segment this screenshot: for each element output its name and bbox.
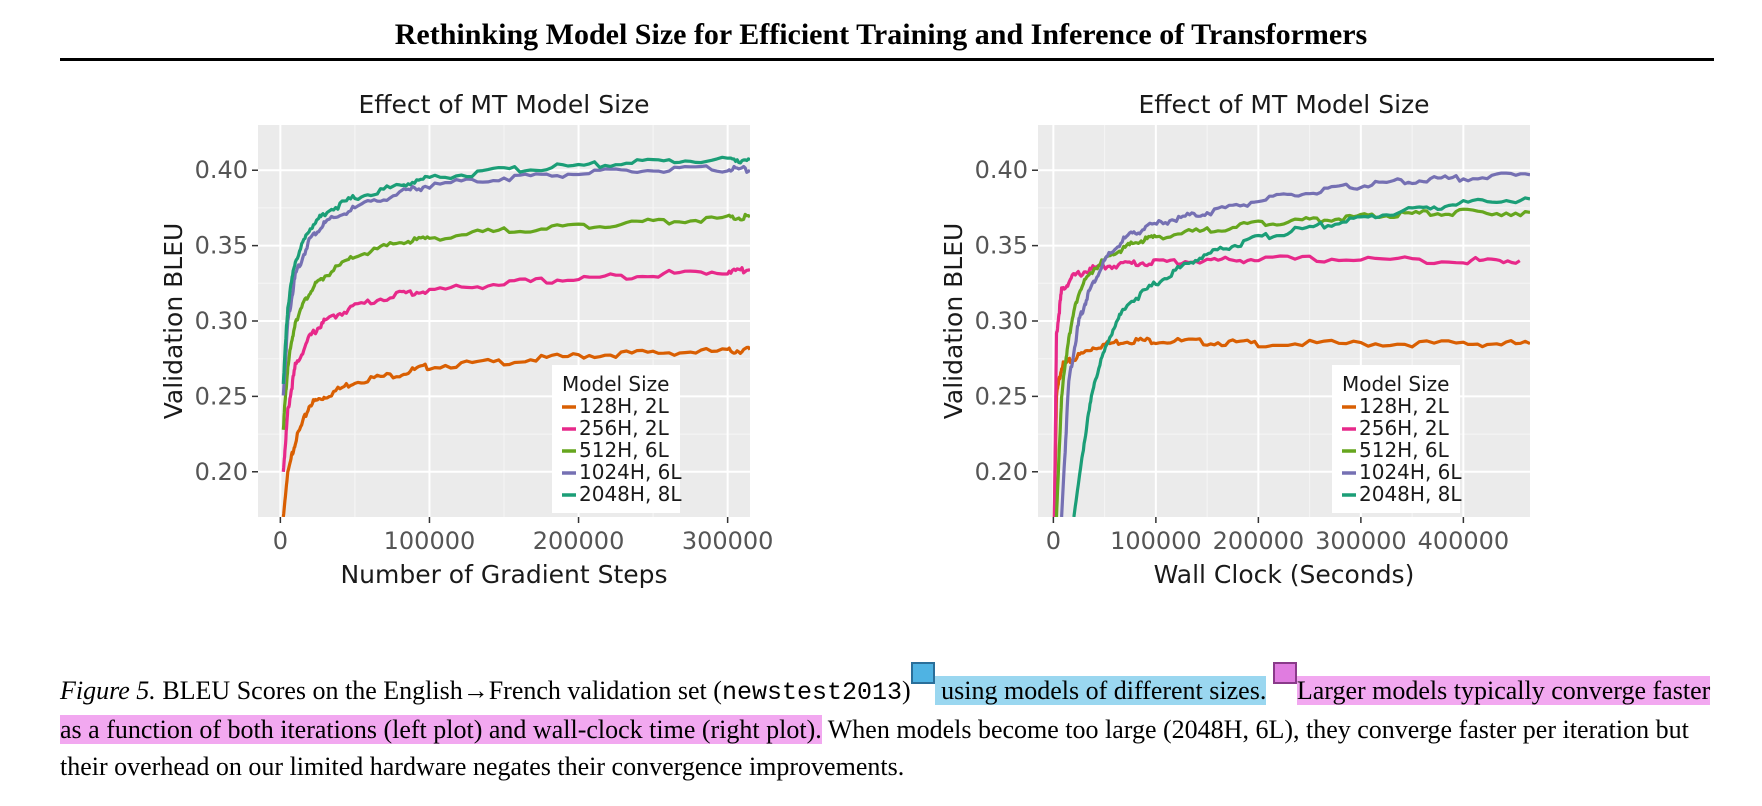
- y-tick-label: 0.40: [975, 156, 1028, 184]
- figure-caption: Figure 5. BLEU Scores on the English→Fre…: [60, 662, 1720, 785]
- series-line-1024h-6l: [281, 164, 750, 396]
- series-line-1024h-6l: [1060, 171, 1530, 517]
- y-tick-label: 0.20: [195, 458, 248, 486]
- series-line-256h-2l: [1052, 254, 1521, 517]
- legend-label: 256H, 2L: [579, 416, 670, 440]
- series-line-128h-2l: [1052, 336, 1530, 517]
- series-line-256h-2l: [281, 266, 750, 472]
- annotation-marker-blue-icon[interactable]: [910, 662, 935, 684]
- x-tick-label: 300000: [1315, 527, 1407, 555]
- x-tick-label: 200000: [533, 527, 625, 555]
- legend-label: 2048H, 8L: [1359, 482, 1462, 506]
- series-line-512h-6l: [1054, 207, 1530, 517]
- x-tick-label: 100000: [384, 527, 476, 555]
- caption-text-1: BLEU Scores on the English→French valida…: [155, 676, 722, 705]
- series-line-128h-2l: [281, 345, 750, 517]
- caption-highlight-blue[interactable]: using models of different sizes.: [934, 676, 1267, 705]
- legend-box: [552, 365, 680, 513]
- legend-label: 128H, 2L: [579, 394, 670, 418]
- caption-text-2: ): [901, 676, 911, 705]
- chart-right: Effect of MT Model Size 0 100000 200000 3000…: [939, 90, 1530, 589]
- annotation-marker-pink-icon[interactable]: [1272, 662, 1297, 684]
- y-tick-label: 0.35: [975, 232, 1028, 260]
- series-line-2048h-8l: [1072, 196, 1530, 517]
- series-line-2048h-8l: [281, 155, 750, 384]
- x-tick-label: 300000: [682, 527, 774, 555]
- x-tick-label: 200000: [1213, 527, 1305, 555]
- chart-left: Effect of MT Model Size 0 100000 200000 3000…: [159, 90, 773, 589]
- x-tick-label: 0: [273, 527, 288, 555]
- x-axis-label: Wall Clock (Seconds): [1154, 560, 1415, 589]
- legend-box: [1332, 365, 1460, 513]
- y-tick-label: 0.40: [195, 156, 248, 184]
- legend-label: 2048H, 8L: [579, 482, 682, 506]
- y-tick-label: 0.30: [975, 307, 1028, 335]
- legend-label: 512H, 6L: [579, 438, 670, 462]
- series-line-512h-6l: [281, 212, 750, 430]
- x-tick-label: 0: [1046, 527, 1061, 555]
- y-tick-label: 0.35: [195, 232, 248, 260]
- legend-label: 1024H, 6L: [579, 460, 682, 484]
- x-tick-label: 100000: [1110, 527, 1202, 555]
- legend-title: Model Size: [562, 372, 669, 396]
- y-tick-label: 0.30: [195, 307, 248, 335]
- caption-figure-label: Figure 5.: [60, 676, 156, 705]
- y-tick-label: 0.25: [195, 382, 248, 410]
- legend-title: Model Size: [1342, 372, 1449, 396]
- legend-label: 128H, 2L: [1359, 394, 1450, 418]
- header-rule: [60, 58, 1714, 61]
- y-tick-label: 0.20: [975, 458, 1028, 486]
- chart-title: Effect of MT Model Size: [358, 90, 649, 119]
- page-header-title: Rethinking Model Size for Efficient Trai…: [394, 18, 1368, 51]
- caption-dataset: newstest2013: [721, 678, 902, 707]
- legend-label: 256H, 2L: [1359, 416, 1450, 440]
- x-axis-label: Number of Gradient Steps: [340, 560, 667, 589]
- chart-title: Effect of MT Model Size: [1138, 90, 1429, 119]
- x-tick-label: 400000: [1418, 527, 1510, 555]
- y-axis-label: Validation BLEU: [939, 223, 968, 420]
- legend-label: 512H, 6L: [1359, 438, 1450, 462]
- caption-text-rest: When models become too large (2048H, 6L)…: [60, 715, 1689, 781]
- y-axis-label: Validation BLEU: [159, 223, 188, 420]
- legend-label: 1024H, 6L: [1359, 460, 1462, 484]
- y-tick-label: 0.25: [975, 382, 1028, 410]
